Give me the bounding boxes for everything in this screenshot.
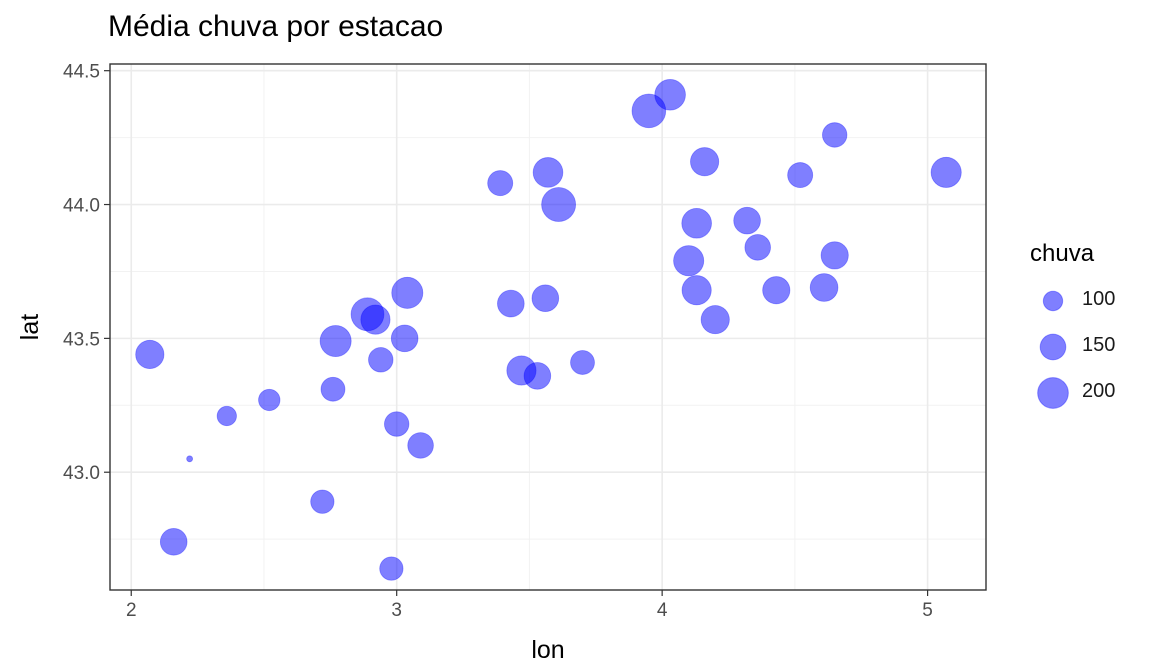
data-point <box>384 411 410 437</box>
data-point <box>809 273 839 302</box>
x-tick-label: 4 <box>657 600 668 621</box>
data-point <box>320 376 346 402</box>
data-point <box>531 284 560 312</box>
data-point <box>135 339 165 369</box>
data-point <box>787 162 814 189</box>
legend-label: 100 <box>1082 288 1116 310</box>
data-point <box>390 324 419 353</box>
data-point <box>497 289 525 318</box>
legend-item: 150 <box>1030 324 1115 370</box>
data-point <box>368 347 394 373</box>
legend-item: 100 <box>1030 278 1115 324</box>
x-tick-label: 2 <box>126 600 137 621</box>
data-point <box>744 234 771 261</box>
data-point <box>379 556 404 581</box>
y-tick-label: 44.0 <box>63 196 100 217</box>
data-point <box>159 528 188 556</box>
data-point <box>570 350 595 375</box>
panel-border <box>109 63 987 591</box>
data-point <box>407 432 434 459</box>
legend-symbol <box>1039 333 1067 361</box>
data-point <box>820 241 849 270</box>
data-point <box>186 455 194 463</box>
x-tick-label: 5 <box>922 600 933 621</box>
x-tick-label: 3 <box>391 600 402 621</box>
legend-symbol <box>1037 377 1069 409</box>
y-tick-label: 43.0 <box>63 463 100 484</box>
data-point <box>216 405 237 427</box>
data-point <box>822 122 848 148</box>
legend-key-200 <box>1037 377 1069 409</box>
data-point <box>360 304 391 335</box>
data-point <box>532 157 564 188</box>
data-point <box>930 156 962 188</box>
legend-item: 200 <box>1030 370 1115 416</box>
data-point <box>310 489 335 514</box>
data-point <box>391 276 424 309</box>
data-point <box>681 208 712 239</box>
legend-title: chuva <box>1030 240 1095 267</box>
x-axis-label: lon <box>531 636 564 664</box>
chart-title: Média chuva por estacao <box>108 10 444 43</box>
data-point <box>681 275 712 306</box>
data-point <box>319 325 352 358</box>
data-point <box>541 187 577 222</box>
data-point <box>654 79 686 111</box>
legend-key-150 <box>1039 333 1067 361</box>
legend-symbol <box>1042 290 1064 312</box>
y-tick-label: 44.5 <box>63 62 100 83</box>
data-point <box>700 305 730 335</box>
legend-label: 150 <box>1082 334 1116 356</box>
y-tick-label: 43.5 <box>63 329 100 350</box>
legend-label: 200 <box>1082 380 1116 402</box>
data-point <box>523 362 552 390</box>
legend: chuva 100 150 200 <box>1030 240 1115 416</box>
y-axis-label: lat <box>16 314 44 340</box>
data-point <box>733 206 761 235</box>
data-point <box>673 245 705 277</box>
data-point <box>258 388 281 412</box>
data-point <box>762 276 791 305</box>
plot-panel <box>110 64 986 590</box>
data-point <box>487 170 514 197</box>
data-point <box>690 147 720 177</box>
legend-key-100 <box>1042 290 1064 312</box>
